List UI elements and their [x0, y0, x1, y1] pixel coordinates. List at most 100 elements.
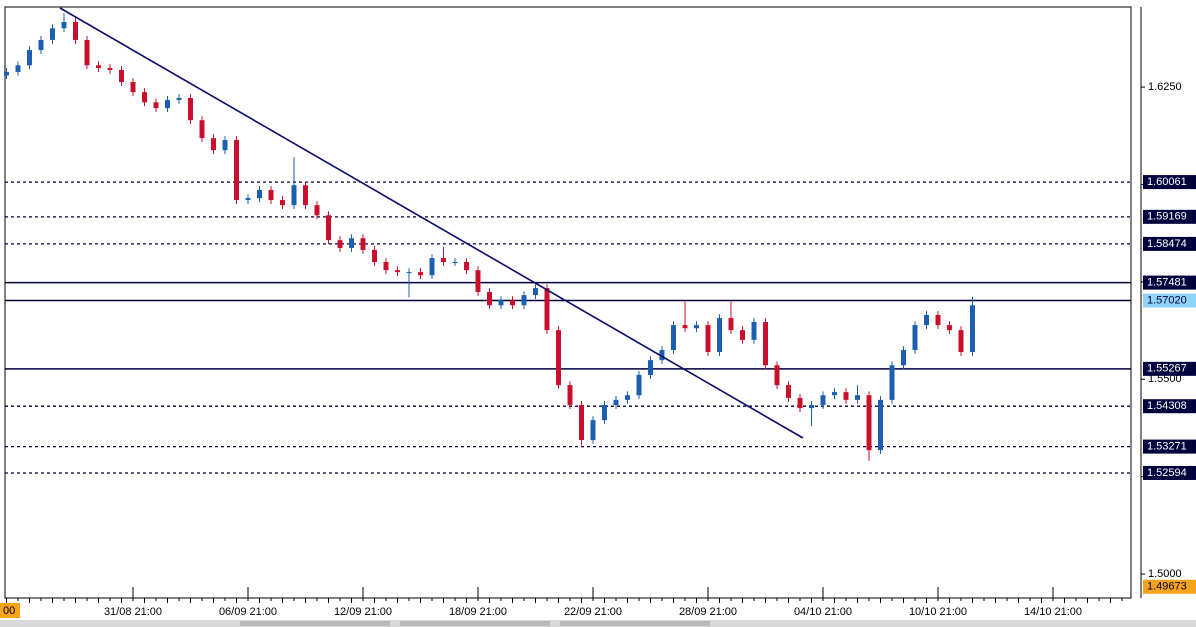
level-label-box [1143, 293, 1196, 308]
candle-body [268, 189, 274, 201]
candle-body [866, 395, 872, 451]
x-tick-label: 22/09 21:00 [564, 606, 622, 618]
candle-body [947, 325, 952, 331]
scroll-segment [240, 621, 390, 626]
candle-body [360, 238, 366, 250]
candle-body [763, 321, 768, 366]
candle-body [498, 300, 504, 306]
candle-body [786, 385, 791, 398]
candle-body [648, 360, 653, 375]
candle-body [636, 374, 642, 396]
candle-body [176, 97, 182, 100]
candle-body [556, 330, 561, 386]
candle-body [682, 325, 688, 329]
level-label-box [1143, 275, 1196, 290]
level-label-box [1143, 439, 1196, 454]
candle-body [395, 270, 400, 273]
y-tick-label: 1.5000 [1148, 568, 1182, 580]
level-label-box [1143, 209, 1196, 224]
scroll-segment [560, 621, 710, 626]
candle-body [349, 238, 354, 248]
candle-body [728, 318, 734, 331]
level-label: 1.49673 [1147, 581, 1187, 593]
candle-body [521, 295, 527, 306]
candle-body [625, 395, 630, 400]
candle-body [280, 200, 285, 206]
time-marker-box [0, 603, 20, 618]
candle-body [314, 205, 320, 216]
candle-body [751, 321, 757, 340]
candle-body [774, 365, 780, 386]
candle-body [579, 404, 584, 441]
time-marker: 00 [3, 605, 15, 617]
candle-body [958, 330, 964, 352]
level-label-box [1143, 361, 1196, 376]
candle-body [464, 261, 469, 271]
candle-body [73, 22, 78, 40]
level-label: 1.55267 [1147, 363, 1187, 375]
candle-body [832, 392, 837, 396]
candle-body [855, 395, 860, 400]
candle-body [38, 39, 44, 51]
x-tick-label: 06/09 21:00 [219, 606, 277, 618]
candle-body [153, 102, 159, 109]
candle-body [27, 50, 32, 66]
candle-body [889, 365, 895, 400]
candle-body [199, 120, 205, 139]
candle-body [383, 261, 389, 271]
level-label: 1.59169 [1147, 211, 1187, 223]
candle-body [970, 305, 975, 352]
candle-body [475, 270, 481, 292]
y-tick-label: 1.5500 [1148, 373, 1182, 385]
candle-body [326, 215, 331, 241]
x-tick-label: 31/08 21:00 [104, 606, 162, 618]
candle-body [372, 249, 377, 262]
candle-body [797, 397, 803, 409]
candle-body [188, 97, 193, 121]
candle-body [452, 261, 458, 263]
level-label-box [1143, 236, 1196, 251]
candle-body [234, 140, 239, 201]
candle-body [820, 395, 826, 405]
candle-body [694, 325, 699, 329]
candle-body [659, 350, 665, 361]
candle-body [142, 92, 147, 103]
candle-body [924, 314, 929, 326]
candle-body [303, 185, 308, 206]
candle-body [15, 65, 21, 72]
candle-body [809, 404, 814, 409]
x-tick-label: 14/10 21:00 [1024, 606, 1082, 618]
candle-body [291, 185, 297, 206]
level-label-box [1143, 175, 1196, 190]
candle-body [337, 240, 343, 248]
candle-body [567, 385, 573, 405]
candle-body [878, 399, 883, 451]
candle-body [429, 258, 435, 276]
candle-body [613, 399, 619, 405]
level-label: 1.54308 [1147, 400, 1187, 412]
candle-body [418, 272, 423, 276]
level-label: 1.60061 [1147, 176, 1187, 188]
candle-body [61, 22, 67, 29]
candle-body [441, 258, 446, 262]
candle-body [222, 140, 228, 151]
level-label: 1.52594 [1147, 467, 1187, 479]
candle-body [740, 330, 745, 340]
candle-body [544, 288, 550, 331]
level-label: 1.58474 [1147, 238, 1187, 250]
trend-line [59, 7, 804, 439]
candle-body [211, 138, 216, 151]
level-label-box [1143, 579, 1196, 594]
level-label: 1.53271 [1147, 441, 1187, 453]
candle-body [510, 300, 515, 306]
candle-body [245, 198, 251, 201]
candle-body [130, 82, 136, 93]
level-label: 1.57481 [1147, 277, 1187, 289]
y-tick-label: 1.6250 [1148, 81, 1182, 93]
plot-frame [4, 6, 1132, 599]
x-tick-label: 18/09 21:00 [449, 606, 507, 618]
candle-body [107, 67, 113, 70]
candle-body [4, 71, 9, 76]
candle-body [717, 318, 722, 352]
